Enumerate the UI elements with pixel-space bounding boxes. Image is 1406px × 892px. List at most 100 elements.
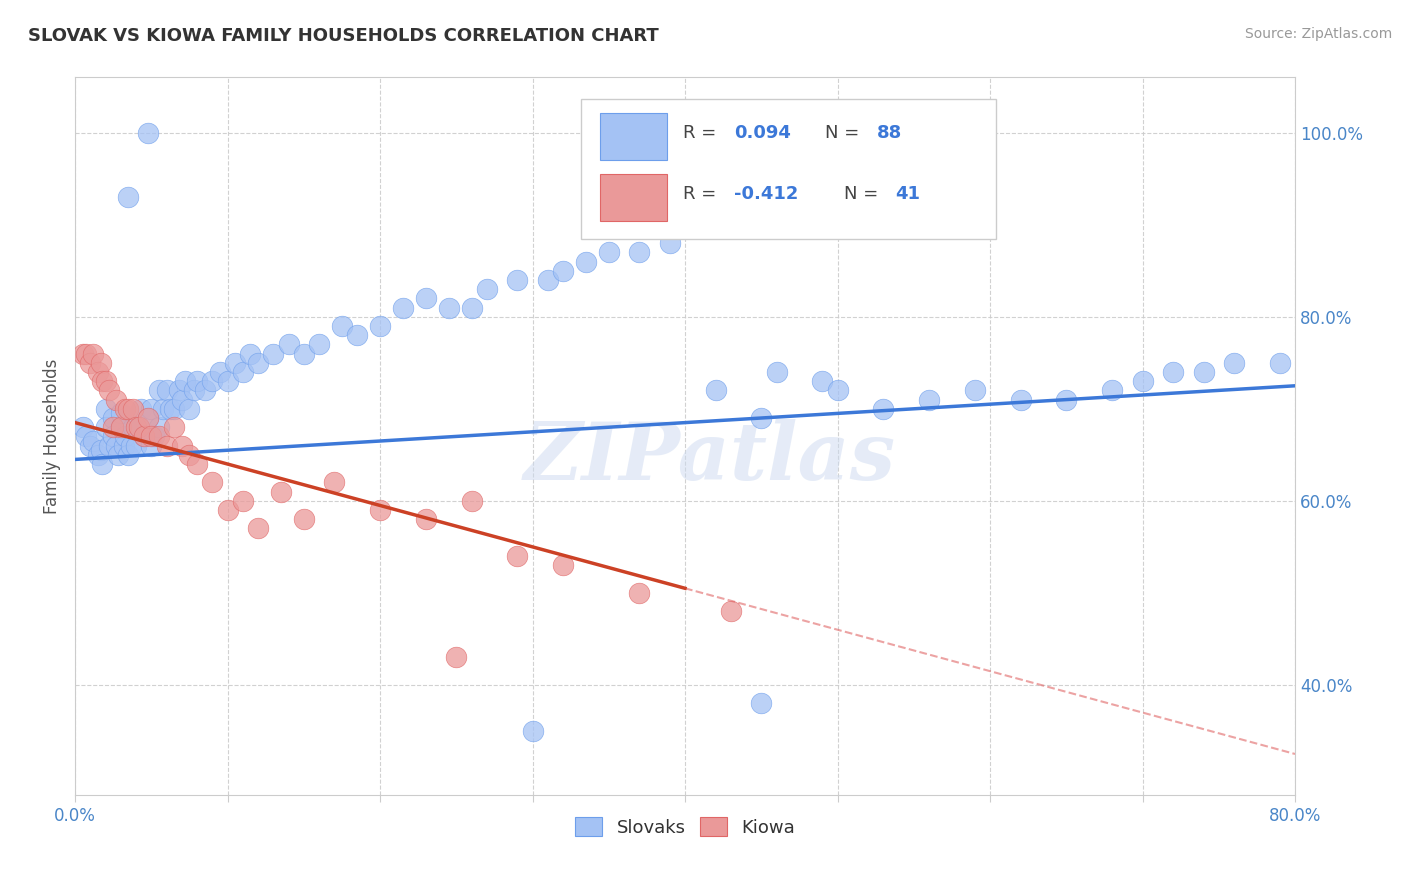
Text: N =: N = bbox=[844, 186, 883, 203]
Point bbox=[128, 420, 150, 434]
Point bbox=[720, 604, 742, 618]
Point bbox=[117, 190, 139, 204]
Point bbox=[522, 723, 544, 738]
Point bbox=[163, 420, 186, 434]
Point bbox=[1132, 374, 1154, 388]
Point bbox=[749, 411, 772, 425]
Text: 0.094: 0.094 bbox=[734, 125, 790, 143]
Point bbox=[186, 374, 208, 388]
Point bbox=[506, 273, 529, 287]
Point bbox=[132, 429, 155, 443]
Point bbox=[239, 346, 262, 360]
Point bbox=[368, 318, 391, 333]
Point bbox=[270, 484, 292, 499]
Point bbox=[308, 337, 330, 351]
Text: 41: 41 bbox=[894, 186, 920, 203]
Point bbox=[262, 346, 284, 360]
Point bbox=[368, 503, 391, 517]
Point bbox=[551, 558, 574, 573]
Point bbox=[247, 521, 270, 535]
Point bbox=[87, 448, 110, 462]
Point bbox=[141, 429, 163, 443]
Point bbox=[1192, 365, 1215, 379]
Point bbox=[94, 374, 117, 388]
Point bbox=[91, 457, 114, 471]
Point bbox=[628, 245, 651, 260]
Point bbox=[628, 586, 651, 600]
Point bbox=[101, 420, 124, 434]
Text: R =: R = bbox=[682, 186, 721, 203]
Point bbox=[125, 439, 148, 453]
Point bbox=[186, 457, 208, 471]
Point bbox=[247, 356, 270, 370]
Point bbox=[125, 420, 148, 434]
Point bbox=[141, 439, 163, 453]
Point bbox=[75, 346, 97, 360]
Text: -0.412: -0.412 bbox=[734, 186, 799, 203]
Point bbox=[827, 384, 849, 398]
Point bbox=[446, 650, 468, 665]
Point bbox=[232, 365, 254, 379]
Point bbox=[97, 439, 120, 453]
Point bbox=[87, 365, 110, 379]
Point bbox=[208, 365, 231, 379]
Point bbox=[1161, 365, 1184, 379]
Point bbox=[148, 384, 170, 398]
Point bbox=[217, 374, 239, 388]
Point bbox=[79, 439, 101, 453]
Text: 88: 88 bbox=[876, 125, 901, 143]
Point bbox=[136, 411, 159, 425]
Point bbox=[114, 429, 136, 443]
Point bbox=[1223, 356, 1246, 370]
Point bbox=[101, 429, 124, 443]
Point bbox=[183, 384, 205, 398]
Point bbox=[765, 365, 787, 379]
Text: Source: ZipAtlas.com: Source: ZipAtlas.com bbox=[1244, 27, 1392, 41]
Point bbox=[105, 439, 128, 453]
FancyBboxPatch shape bbox=[581, 99, 995, 239]
Point bbox=[749, 697, 772, 711]
Point bbox=[110, 420, 132, 434]
Point bbox=[963, 384, 986, 398]
Point bbox=[120, 439, 142, 453]
Point bbox=[537, 273, 560, 287]
Point bbox=[91, 374, 114, 388]
Point bbox=[551, 264, 574, 278]
Point bbox=[122, 401, 145, 416]
Point bbox=[1054, 392, 1077, 407]
FancyBboxPatch shape bbox=[599, 113, 666, 160]
Point bbox=[155, 439, 177, 453]
Point bbox=[415, 512, 437, 526]
Text: N =: N = bbox=[825, 125, 865, 143]
Point bbox=[129, 401, 152, 416]
Point bbox=[598, 245, 620, 260]
Point bbox=[224, 356, 246, 370]
Point bbox=[75, 429, 97, 443]
Point bbox=[110, 406, 132, 420]
Point bbox=[90, 443, 112, 458]
Point bbox=[460, 301, 482, 315]
Point bbox=[292, 346, 315, 360]
Point bbox=[167, 384, 190, 398]
Point bbox=[82, 434, 104, 448]
Point bbox=[232, 493, 254, 508]
Point bbox=[82, 346, 104, 360]
Point bbox=[1101, 384, 1123, 398]
Point bbox=[110, 420, 132, 434]
Point bbox=[155, 384, 177, 398]
Point bbox=[1010, 392, 1032, 407]
Point bbox=[323, 475, 346, 490]
Point bbox=[811, 374, 834, 388]
Point bbox=[72, 346, 94, 360]
Point bbox=[506, 549, 529, 563]
Point bbox=[918, 392, 941, 407]
Point bbox=[152, 401, 174, 416]
Point bbox=[392, 301, 415, 315]
Point bbox=[117, 401, 139, 416]
Point bbox=[170, 439, 193, 453]
Point bbox=[1268, 356, 1291, 370]
Point bbox=[179, 448, 201, 462]
Point bbox=[872, 401, 894, 416]
Text: R =: R = bbox=[682, 125, 721, 143]
Point bbox=[575, 254, 598, 268]
